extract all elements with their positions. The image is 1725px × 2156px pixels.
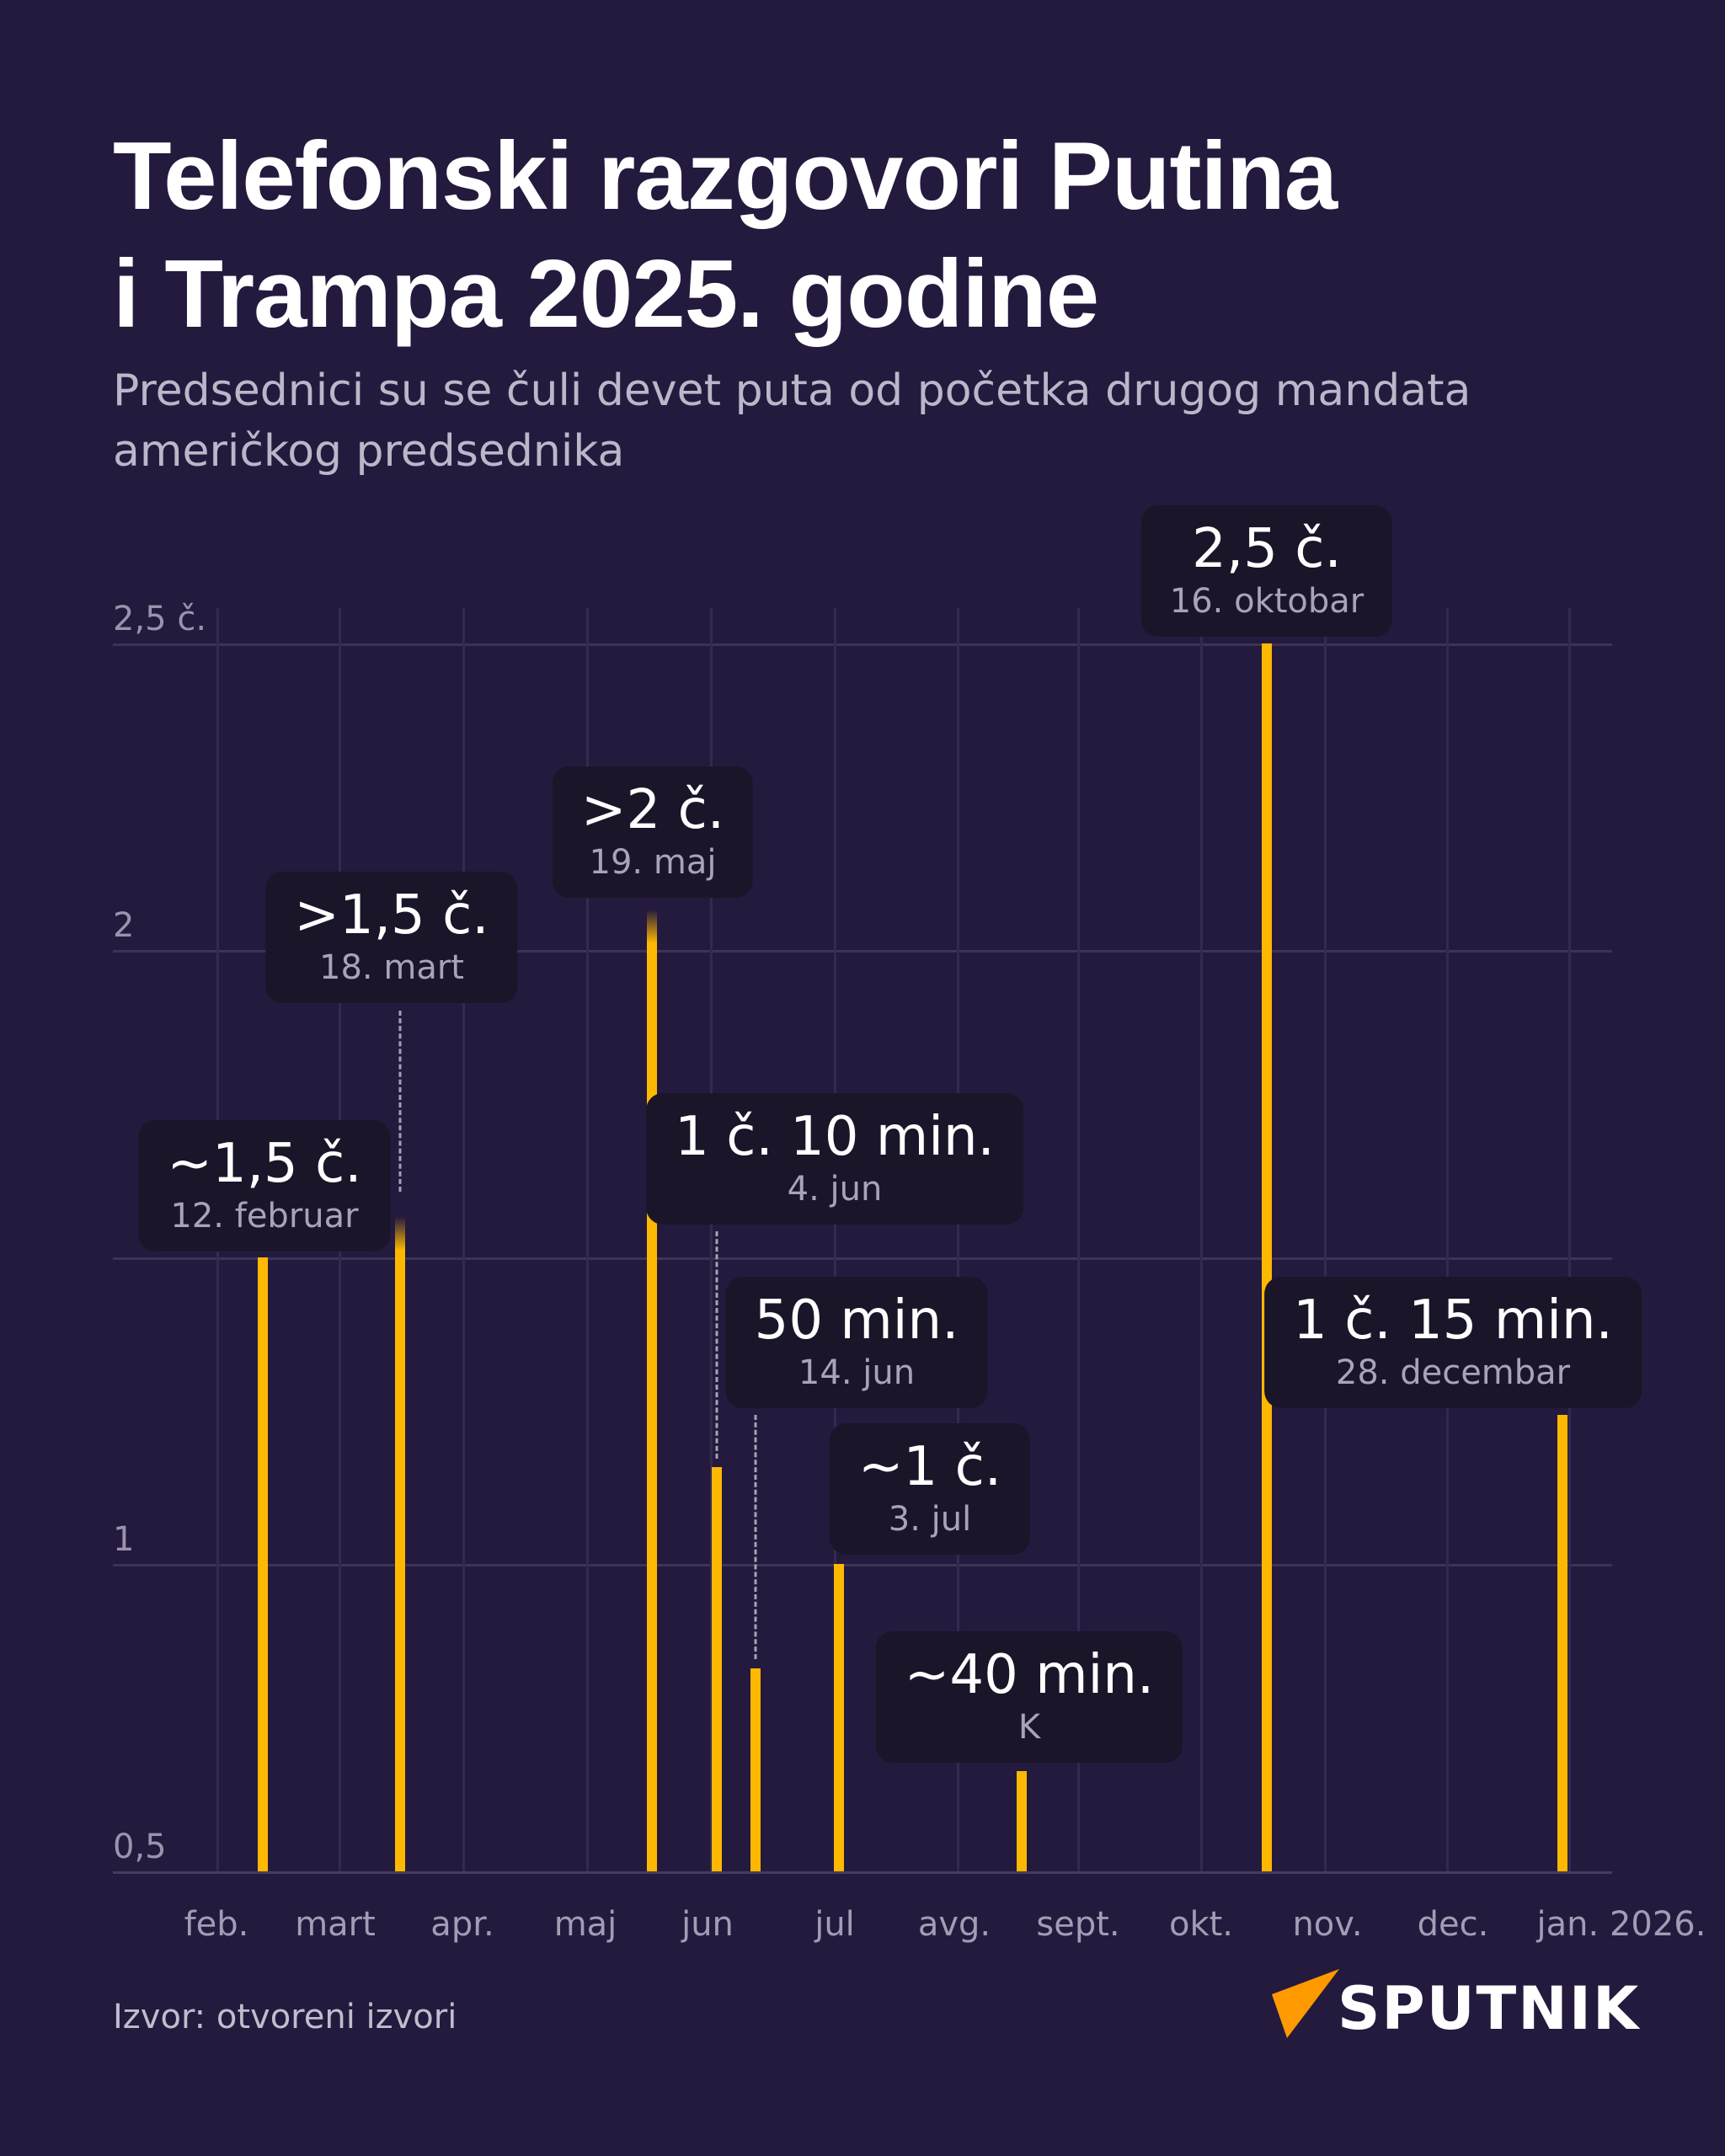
- annotation-avg: ~40 min. K: [875, 1631, 1183, 1763]
- title-line-2: i Trampa 2025. godine: [113, 241, 1099, 348]
- y-tick-label: 1: [113, 1520, 135, 1559]
- x-axis-line: [113, 1871, 1612, 1874]
- annotation-mar-18: >1,5 č. 18. mart: [265, 872, 518, 1003]
- annotation-date: 28. decembar: [1335, 1353, 1571, 1392]
- annotation-date: 14. jun: [798, 1353, 916, 1392]
- vgrid-sep: [1077, 608, 1080, 1871]
- vgrid-okt: [1200, 608, 1203, 1871]
- subtitle: Predsednici su se čuli devet puta od poč…: [113, 360, 1629, 482]
- x-tick-label: okt.: [1168, 1905, 1234, 1944]
- vgrid-maj: [586, 608, 589, 1871]
- vgrid-dec: [1446, 608, 1449, 1871]
- subtitle-line-2: američkog predsednika: [113, 426, 625, 477]
- bar-jun-04[interactable]: [712, 1467, 722, 1871]
- annotation-jun-04: 1 č. 10 min. 4. jun: [646, 1093, 1023, 1225]
- vgrid-avg: [957, 608, 959, 1871]
- annotation-date: 19. maj: [589, 843, 717, 882]
- annotation-value: 1 č. 10 min.: [675, 1106, 995, 1168]
- subtitle-line-1: Predsednici su se čuli devet puta od poč…: [113, 366, 1471, 416]
- annotation-date: K: [1017, 1708, 1041, 1747]
- annotation-dec-28: 1 č. 15 min. 28. decembar: [1264, 1277, 1642, 1408]
- x-tick-label: jun: [681, 1905, 734, 1944]
- annotation-value: ~1 č.: [857, 1436, 1002, 1498]
- vgrid-jun: [710, 608, 713, 1871]
- x-tick-label: apr.: [430, 1905, 494, 1944]
- leader-line-jun-14: [754, 1415, 757, 1659]
- annotation-value: >2 č.: [580, 779, 725, 841]
- annotation-value: 50 min.: [754, 1289, 959, 1352]
- x-tick-label: maj: [553, 1905, 617, 1944]
- annotation-date: 4. jun: [787, 1170, 883, 1209]
- page-title: Telefonski razgovori Putina i Trampa 202…: [113, 118, 1629, 354]
- source-note: Izvor: otvoreni izvori: [113, 1998, 457, 2036]
- x-tick-label: jul: [814, 1905, 855, 1944]
- annotation-maj-19: >2 č. 19. maj: [552, 766, 754, 898]
- vgrid-nov: [1324, 608, 1327, 1871]
- y-tick-label: 0,5: [113, 1828, 167, 1866]
- x-tick-label: dec.: [1417, 1905, 1489, 1944]
- y-tick-label: 2: [113, 906, 135, 945]
- annotation-date: 16. oktobar: [1169, 582, 1365, 621]
- leader-line-jun-04: [715, 1231, 718, 1459]
- vgrid-jan: [1568, 608, 1571, 1871]
- x-tick-label: jan. 2026.: [1536, 1905, 1706, 1944]
- bar-mar-18[interactable]: [395, 1217, 405, 1871]
- annotation-jun-14: 50 min. 14. jun: [725, 1277, 988, 1408]
- annotation-value: ~40 min.: [904, 1644, 1155, 1706]
- annotation-date: 18. mart: [319, 948, 464, 987]
- x-tick-label: mart: [295, 1905, 376, 1944]
- annotation-value: 1 č. 15 min.: [1293, 1289, 1613, 1352]
- gridline-1: [113, 1564, 1612, 1566]
- leader-line-mar: [398, 1011, 402, 1192]
- x-tick-label: sept.: [1036, 1905, 1120, 1944]
- vgrid-apr: [462, 608, 465, 1871]
- vgrid-jul: [834, 608, 836, 1871]
- annotation-value: ~1,5 č.: [167, 1133, 362, 1195]
- y-tick-label: 2,5 č.: [113, 600, 207, 638]
- bar-dec-28[interactable]: [1557, 1415, 1567, 1871]
- bar-avg[interactable]: [1017, 1771, 1027, 1871]
- x-tick-label: avg.: [917, 1905, 991, 1944]
- bar-jul-03[interactable]: [834, 1564, 844, 1871]
- x-tick-label: feb.: [184, 1905, 249, 1944]
- bar-jun-14[interactable]: [750, 1668, 761, 1871]
- bar-maj-19[interactable]: [647, 910, 657, 1871]
- annotation-value: 2,5 č.: [1192, 518, 1342, 580]
- gridline-2: [113, 950, 1612, 953]
- logo-text: SPUTNIK: [1338, 1974, 1641, 2043]
- gridline-1-5: [113, 1257, 1612, 1260]
- annotation-date: 3. jul: [888, 1500, 972, 1539]
- x-tick-label: nov.: [1292, 1905, 1363, 1944]
- bar-feb-12[interactable]: [258, 1257, 268, 1871]
- gridline-2-5: [113, 643, 1612, 646]
- sputnik-wing-icon: [1272, 1969, 1339, 2038]
- title-line-1: Telefonski razgovori Putina: [113, 123, 1338, 230]
- annotation-date: 12. februar: [170, 1197, 359, 1235]
- bar-okt-16[interactable]: [1262, 643, 1272, 1871]
- annotation-value: >1,5 č.: [294, 884, 489, 947]
- annotation-jul-03: ~1 č. 3. jul: [829, 1423, 1031, 1555]
- annotation-feb-12: ~1,5 č. 12. februar: [138, 1120, 391, 1251]
- annotation-okt-16: 2,5 č. 16. oktobar: [1140, 505, 1393, 637]
- sputnik-logo: SPUTNIK: [1272, 1969, 1638, 2045]
